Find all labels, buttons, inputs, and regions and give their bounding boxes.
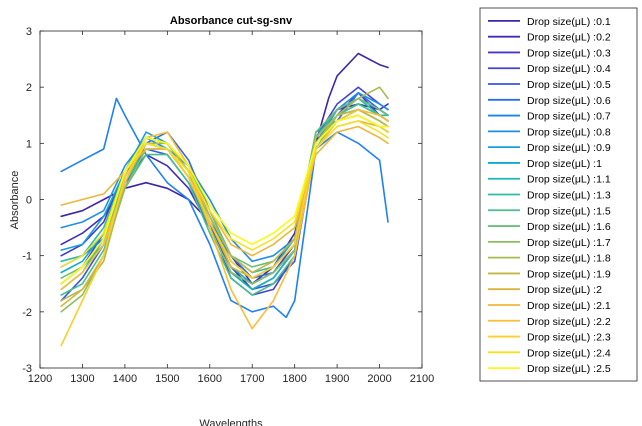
plot-area <box>40 31 422 368</box>
x-tick-label: 1600 <box>198 373 222 385</box>
legend-label-14: Drop size(μL) :1.7 <box>527 237 611 249</box>
legend-label-4: Drop size(μL) :0.5 <box>527 79 611 91</box>
legend-label-15: Drop size(μL) :1.8 <box>527 253 611 265</box>
y-tick-label: 2 <box>26 82 32 94</box>
x-tick-label: 1500 <box>155 373 179 385</box>
x-tick-label: 1800 <box>282 373 306 385</box>
y-tick-label: -3 <box>22 363 32 375</box>
y-axis-title: Absorbance <box>9 171 21 230</box>
legend-label-2: Drop size(μL) :0.3 <box>527 47 611 59</box>
y-tick-label: -1 <box>22 251 32 263</box>
legend-label-7: Drop size(μL) :0.8 <box>527 126 611 138</box>
legend-label-21: Drop size(μL) :2.4 <box>527 347 611 359</box>
legend-label-11: Drop size(μL) :1.3 <box>527 190 611 202</box>
legend-label-19: Drop size(μL) :2.2 <box>527 316 611 328</box>
series-layer <box>60 52 389 347</box>
legend-label-6: Drop size(μL) :0.7 <box>527 111 611 123</box>
x-tick-label: 1300 <box>70 373 94 385</box>
legend-label-22: Drop size(μL) :2.5 <box>527 363 611 375</box>
legend-label-1: Drop size(μL) :0.2 <box>527 32 611 44</box>
x-tick-label: 2000 <box>367 373 391 385</box>
legend-label-16: Drop size(μL) :1.9 <box>527 268 611 280</box>
axes-layer: 1200 1300 1400 1500 1600 1700 1800 1900 2000 2100… <box>22 26 434 385</box>
chart-title: Absorbance cut-sg-snv <box>170 15 293 27</box>
series-line-18 <box>60 125 389 257</box>
y-tick-label: 1 <box>26 138 32 150</box>
legend-label-12: Drop size(μL) :1.5 <box>527 205 611 217</box>
legend: Drop size(μL) :0.1 Drop size(μL) :0.2 Drop… <box>479 7 638 382</box>
legend-label-5: Drop size(μL) :0.6 <box>527 95 611 107</box>
legend-label-17: Drop size(μL) :2 <box>527 284 602 296</box>
legend-label-3: Drop size(μL) :0.4 <box>527 63 611 75</box>
x-tick-label: 2100 <box>410 373 434 385</box>
legend-label-8: Drop size(μL) :0.9 <box>527 142 611 154</box>
y-tick-label: 0 <box>26 195 32 207</box>
legend-label-13: Drop size(μL) :1.6 <box>527 221 611 233</box>
series-line-22 <box>60 114 389 285</box>
y-tick-label: 3 <box>26 26 32 38</box>
x-tick-label: 1900 <box>325 373 349 385</box>
y-tick-label: -2 <box>22 307 32 319</box>
x-tick-label: 1700 <box>240 373 264 385</box>
legend-label-0: Drop size(μL) :0.1 <box>527 16 611 28</box>
x-tick-label: 1400 <box>113 373 137 385</box>
legend-label-10: Drop size(μL) :1.1 <box>527 174 611 186</box>
x-axis-title: Wavelengths <box>199 418 263 426</box>
legend-label-9: Drop size(μL) :1 <box>527 158 602 170</box>
legend-label-20: Drop size(μL) :2.3 <box>527 332 611 344</box>
legend-label-18: Drop size(μL) :2.1 <box>527 300 611 312</box>
x-tick-label: 1200 <box>28 373 52 385</box>
